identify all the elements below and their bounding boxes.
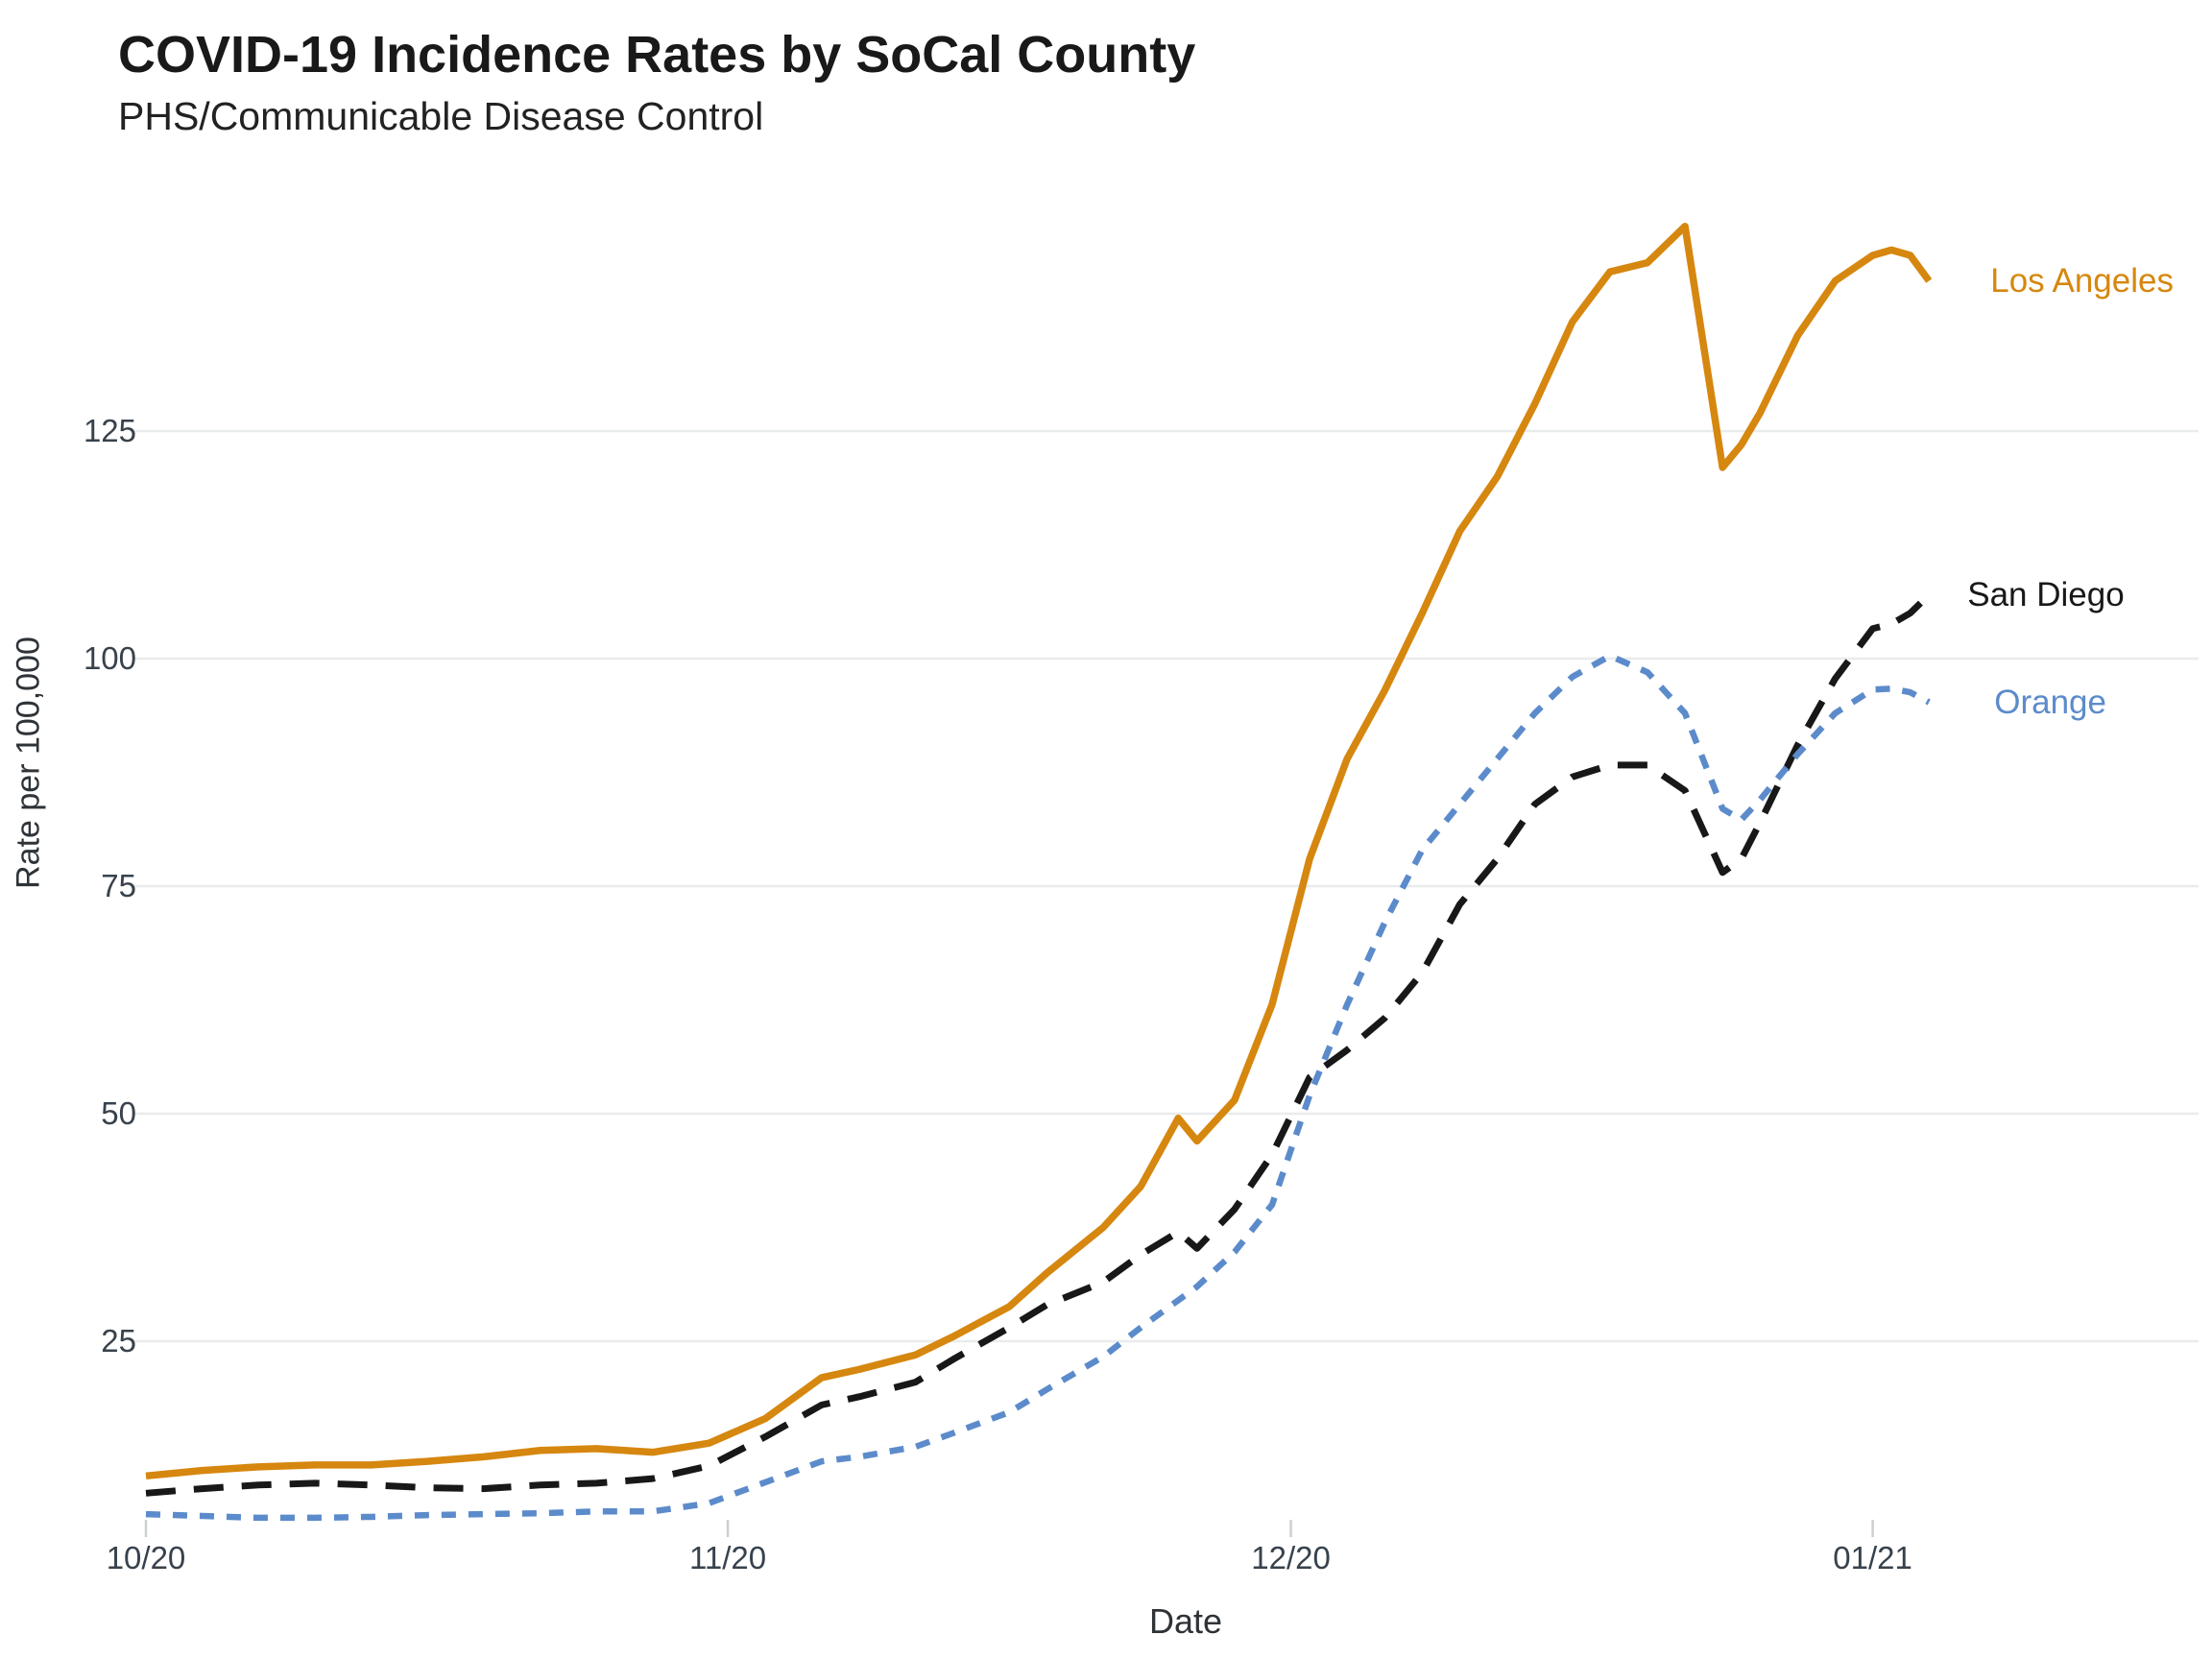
y-tick-label-25: 25 [101, 1323, 136, 1358]
series-line-orange [145, 652, 1931, 1522]
y-tick-label-50: 50 [101, 1095, 136, 1131]
series-label-orange: Orange [1994, 683, 2106, 721]
series-line-san-diego [145, 592, 1932, 1497]
series-label-los-angeles: Los Angeles [1990, 261, 2174, 300]
x-tick-label-11/20: 11/20 [688, 1540, 767, 1575]
series-label-san-diego: San Diego [1967, 575, 2125, 613]
x-axis-title: Date [1148, 1601, 1223, 1641]
y-tick-label-100: 100 [83, 640, 136, 676]
x-tick-label-01/21: 01/21 [1833, 1540, 1912, 1575]
chart-title: COVID-19 Incidence Rates by SoCal County [118, 26, 1196, 84]
x-tick-label-12/20: 12/20 [1251, 1540, 1331, 1575]
x-tick-label-10/20: 10/20 [106, 1540, 186, 1575]
chart-subtitle: PHS/Communicable Disease Control [118, 94, 764, 138]
y-tick-label-75: 75 [101, 868, 136, 903]
series-line-los-angeles [145, 222, 1933, 1480]
y-tick-label-125: 125 [83, 413, 136, 448]
